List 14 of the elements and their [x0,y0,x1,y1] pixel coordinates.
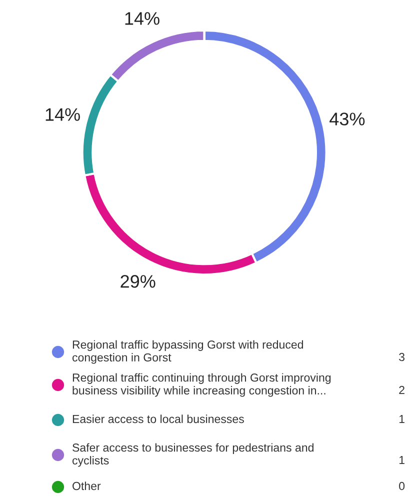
text: 1 [399,456,404,464]
text: 3 [399,352,404,362]
data-label: 43% [330,112,365,126]
data-label: 14% [46,108,80,121]
legend-label: Easier access to local businesses [72,414,244,424]
text: 1 [399,415,404,423]
text: 2 [399,386,404,394]
data-label: 29% [120,275,156,288]
legend-label: Other [72,482,101,490]
legend-label: Safer access to businesses for pedestrians and cyclists [72,443,314,467]
data-label: 14% [125,12,160,25]
text: 0 [399,482,405,490]
legend-label: Regional traffic continuing through Gorst improving business visibility while increasing congestion in... [72,373,331,397]
legend-label: Regional traffic bypassing Gorst with reduced congestion in Gorst [72,340,304,364]
